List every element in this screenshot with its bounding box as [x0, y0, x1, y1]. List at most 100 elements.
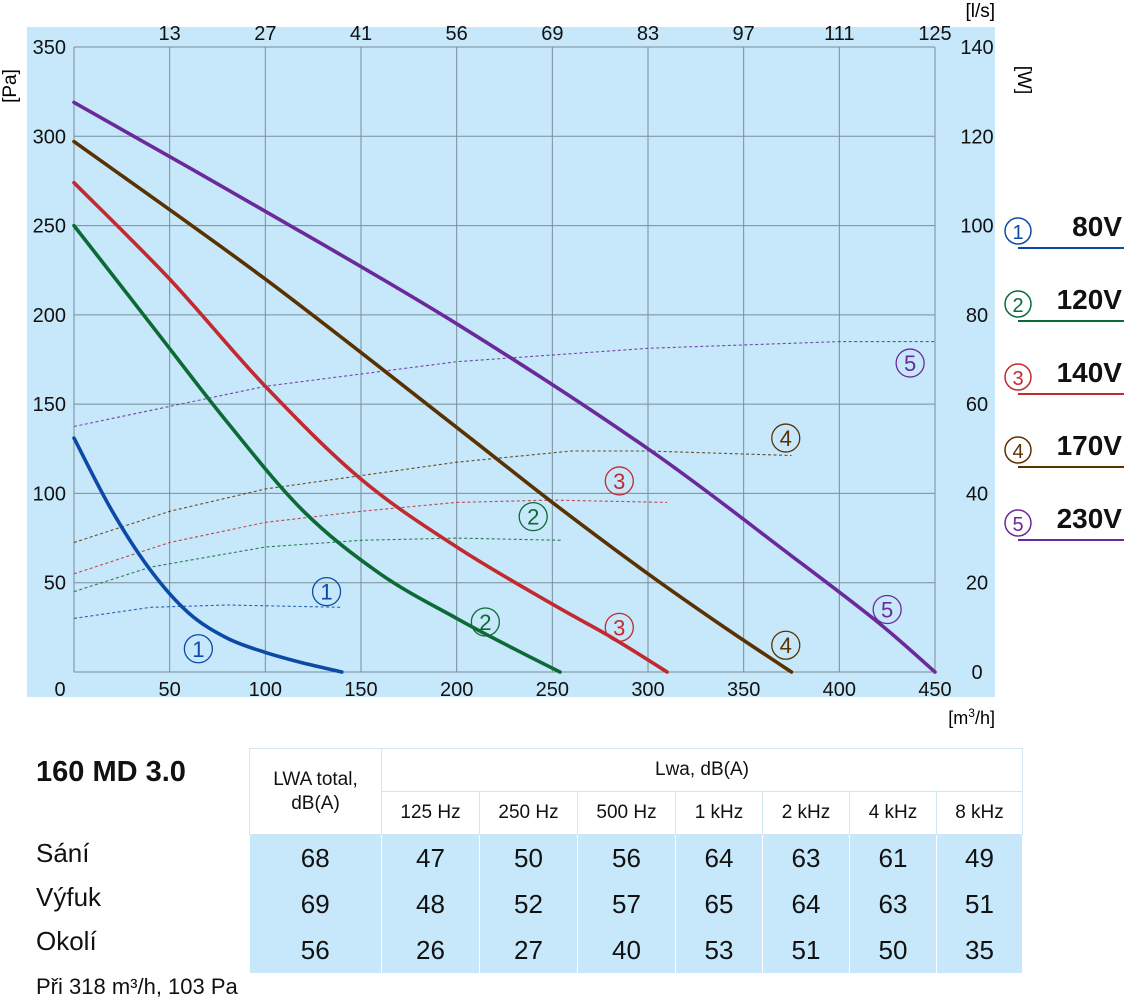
grid [73, 46, 936, 673]
table-body: 68 47 50 56 64 63 61 49 69 48 52 57 65 64 63 51 56 26 27 40… [249, 834, 1023, 973]
legend-item: 5 230V [1004, 503, 1124, 547]
model-name: 160 MD 3.0 [36, 756, 186, 788]
pressure-curve-3 [72, 180, 669, 674]
total-header-line2: dB(A) [291, 792, 340, 814]
sound-power-table: LWA total, dB(A) Lwa, dB(A) 125 Hz 250 Hz… [249, 748, 1023, 973]
curve-label-circle-3 [604, 466, 634, 496]
total-value: 69 [249, 881, 382, 927]
band-value: 49 [936, 834, 1023, 881]
band-value: 51 [936, 881, 1023, 927]
band-label: 125 Hz [381, 791, 480, 835]
y2-tick-label: 60 [966, 394, 988, 416]
band-value: 26 [381, 927, 480, 973]
total-header-line1: LWA total, [273, 768, 358, 790]
y2-tick-label: 140 [960, 37, 993, 59]
legend-symbol: 2 [1004, 290, 1032, 318]
x-tick-label: 250 [536, 679, 569, 701]
y-tick-label: 350 [33, 37, 66, 59]
curve-label-number-2: 2 [527, 505, 539, 530]
table-row: 69 48 52 57 65 64 63 51 [249, 881, 1023, 927]
y-axis-label: [Pa] [0, 69, 21, 103]
x-tick-label: 100 [249, 679, 282, 701]
curve-label-circle-4 [771, 423, 801, 453]
curve-label-circle-2 [518, 501, 548, 532]
band-value: 64 [762, 881, 850, 927]
x2-tick-label: 111 [824, 23, 854, 45]
legend-label: 140V [1056, 357, 1122, 388]
power-curve-5 [73, 341, 935, 428]
band-value: 63 [849, 881, 937, 927]
y2-tick-label: 0 [971, 662, 982, 684]
power-curve-4 [73, 450, 792, 544]
band-header-row: 125 Hz 250 Hz 500 Hz 1 kHz 2 kHz 4 kHz 8 kHz [250, 791, 1023, 835]
legend-label: 80V [1072, 211, 1122, 242]
curve-label-circle-1 [183, 634, 214, 664]
legend-underline [1018, 247, 1124, 249]
x2-axis-label: [l/s] [965, 1, 995, 22]
svg-text:3: 3 [1012, 368, 1023, 390]
row-label: Okolí [36, 926, 97, 956]
legend-symbol: 3 [1004, 363, 1032, 391]
legend-symbol: 1 [1004, 217, 1032, 245]
y-tick-label: 250 [33, 216, 66, 238]
legend-item: 4 170V [1004, 430, 1124, 474]
curve-label-number-3: 3 [613, 469, 625, 494]
power-curves [73, 341, 935, 619]
legend-label: 230V [1056, 503, 1122, 534]
y-tick-label: 300 [33, 126, 66, 148]
band-value: 65 [675, 881, 763, 927]
total-value: 56 [249, 927, 382, 973]
band-value: 47 [381, 834, 480, 881]
band-value: 48 [381, 881, 480, 927]
band-value: 51 [762, 927, 850, 973]
y-tick-label: 100 [33, 483, 66, 505]
pressure-curve-2 [72, 223, 562, 674]
band-label: 250 Hz [479, 791, 578, 835]
legend-underline [1018, 320, 1124, 322]
band-value: 52 [479, 881, 578, 927]
x-tick-label: 50 [159, 679, 181, 701]
band-value: 50 [479, 834, 578, 881]
operating-point-note: Při 318 m³/h, 103 Pa [36, 974, 238, 999]
legend-item: 3 140V [1004, 357, 1124, 401]
curve-label-number-4: 4 [780, 633, 792, 658]
curve-labels: 1 1 2 2 3 3 4 4 5 5 [183, 348, 925, 664]
curve-label-circle-5 [872, 594, 902, 625]
band-value: 27 [479, 927, 578, 973]
curve-label-number-1: 1 [320, 580, 332, 605]
svg-text:1: 1 [1012, 222, 1023, 244]
pressure-curve-5 [72, 100, 937, 674]
band-header: Lwa, dB(A) [381, 748, 1023, 792]
x-tick-label: 200 [440, 679, 473, 701]
legend-underline [1018, 539, 1124, 541]
x-tick-label: 300 [631, 679, 664, 701]
curve-label-number-2: 2 [479, 610, 491, 635]
row-label: Výfuk [36, 882, 102, 912]
legend-symbol: 5 [1004, 509, 1032, 537]
y2-tick-label: 100 [960, 216, 993, 238]
x2-tick-label: 13 [159, 23, 181, 45]
row-label: Sání [36, 838, 90, 868]
x2-tick-label: 41 [350, 23, 372, 45]
band-value: 64 [675, 834, 763, 881]
total-value: 68 [249, 834, 382, 881]
legend-symbol: 4 [1004, 436, 1032, 464]
x2-tick-label: 56 [446, 23, 468, 45]
x2-tick-label: 97 [733, 23, 755, 45]
band-value: 40 [577, 927, 676, 973]
curve-label-circle-1 [311, 576, 342, 607]
band-value: 35 [936, 927, 1023, 973]
band-label: 2 kHz [762, 791, 850, 835]
y2-axis-label: [W] [1013, 66, 1034, 95]
y-tick-label: 50 [44, 573, 66, 595]
band-value: 57 [577, 881, 676, 927]
curve-label-circle-4 [771, 630, 801, 660]
band-value: 50 [849, 927, 937, 973]
band-label: 1 kHz [675, 791, 763, 835]
power-curve-3 [73, 499, 668, 575]
legend-item: 2 120V [1004, 284, 1124, 328]
svg-text:5: 5 [1012, 514, 1023, 536]
x-axis-label: [m3/h] [948, 706, 995, 728]
svg-text:4: 4 [1012, 441, 1023, 463]
band-value: 61 [849, 834, 937, 881]
